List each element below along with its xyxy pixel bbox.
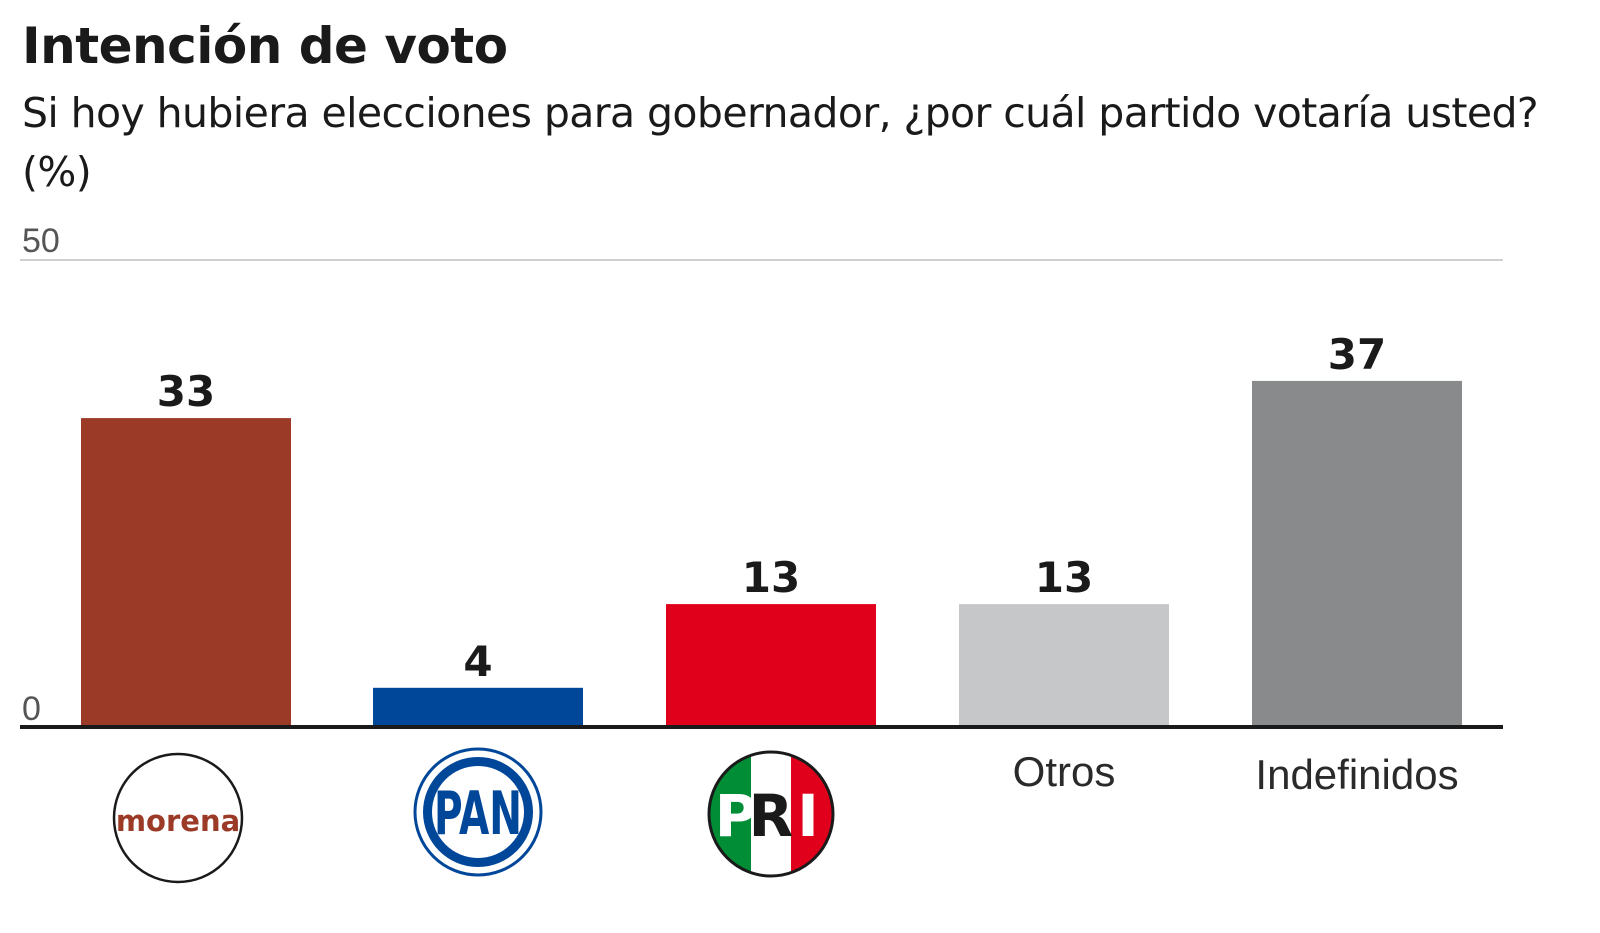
bar-morena: [81, 418, 291, 725]
pri-logo-letter-i: I: [797, 782, 819, 850]
pan-logo-inner-disc: [432, 766, 524, 858]
pri-logo-tricolor: [709, 752, 833, 876]
morena-logo-text: morena: [116, 804, 240, 838]
morena-logo-icon: morena: [112, 752, 244, 884]
morena-logo-circle: [112, 752, 244, 884]
y-tick-label-top: 50: [22, 222, 60, 260]
chart-subtitle: Si hoy hubiera elecciones para gobernado…: [22, 89, 1539, 196]
value-label-indefinidos: 37: [1328, 330, 1386, 379]
bar-otros: [959, 604, 1169, 725]
pri-logo-border: [707, 750, 835, 878]
pan-logo-icon: PAN: [413, 747, 543, 877]
x-category-label-indefinidos: Indefinidos: [1255, 751, 1458, 798]
bar-pan: [373, 687, 583, 725]
bar-indefinidos: [1252, 380, 1462, 725]
x-category-label-otros: Otros: [1013, 748, 1116, 795]
pri-logo-white-band: [751, 752, 791, 876]
chart-title: Intención de voto: [22, 17, 508, 75]
pri-logo-letter-p: P: [715, 782, 758, 850]
pan-logo-text: PAN: [434, 779, 522, 849]
pri-logo-letter-r: R: [749, 782, 794, 850]
value-label-otros: 13: [1035, 553, 1093, 602]
y-tick-label-zero: 0: [22, 690, 41, 728]
value-label-pri: 13: [742, 553, 800, 602]
value-label-morena: 33: [157, 367, 215, 416]
bar-pri: [666, 604, 876, 725]
pri-logo-icon: PR I: [707, 750, 835, 878]
value-label-pan: 4: [463, 637, 492, 686]
